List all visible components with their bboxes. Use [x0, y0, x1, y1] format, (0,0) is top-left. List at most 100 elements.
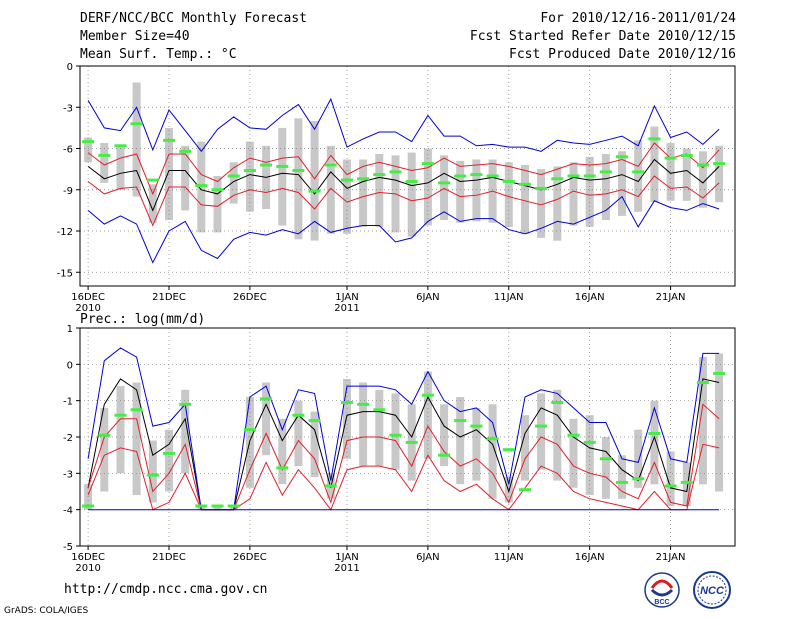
- ncc-logo-text: NCC: [700, 585, 725, 597]
- precipitation-box: [116, 386, 125, 474]
- member-size: Member Size=40: [80, 29, 190, 44]
- temperature-marker: [195, 184, 208, 188]
- temperature-box: [294, 118, 303, 240]
- temperature-marker: [680, 153, 693, 157]
- temperature-marker: [146, 178, 159, 182]
- precipitation-marker: [373, 408, 386, 412]
- precipitation-box: [553, 389, 562, 481]
- temperature-xtick-label: 11JAN: [494, 292, 524, 303]
- temperature-box: [407, 152, 416, 237]
- precipitation-box: [618, 455, 626, 499]
- precipitation-marker: [130, 408, 143, 412]
- precipitation-box: [666, 451, 675, 506]
- temperature-box: [537, 169, 546, 238]
- precipitation-marker: [276, 466, 289, 470]
- temperature-marker: [648, 137, 661, 141]
- precipitation-marker: [680, 480, 693, 484]
- precipitation-marker: [583, 440, 596, 444]
- precipitation-marker: [551, 401, 564, 404]
- precipitation-box: [391, 393, 400, 470]
- precipitation-ytick-label: -4: [63, 506, 73, 517]
- precipitation-marker: [486, 437, 499, 441]
- precipitation-box: [262, 382, 271, 456]
- temperature-box: [181, 145, 190, 211]
- precipitation-marker: [260, 397, 273, 401]
- precipitation-marker: [195, 504, 208, 508]
- precipitation-line-mean: [87, 378, 720, 511]
- precipitation-marker: [357, 402, 370, 406]
- temperature-box: [359, 159, 368, 227]
- precipitation-box: [698, 357, 707, 485]
- precipitation-marker: [599, 457, 612, 461]
- temperature-box: [666, 143, 675, 201]
- temperature-box: [650, 126, 659, 203]
- precipitation-marker: [438, 453, 451, 457]
- temperature-marker: [243, 169, 256, 172]
- temperature-xtick-label: 21JAN: [656, 292, 686, 303]
- temperature-marker: [502, 180, 515, 183]
- precipitation-box: [359, 382, 368, 467]
- temperature-ytick-label: -12: [57, 227, 73, 238]
- precipitation-box: [440, 404, 449, 467]
- temperature-marker: [599, 170, 612, 174]
- temperature-box: [326, 145, 335, 234]
- precipitation-xtick-label: 26DEC: [233, 552, 267, 563]
- temperature-line-plus_std: [87, 142, 720, 196]
- temperature-marker: [486, 174, 499, 178]
- temperature-marker: [163, 138, 175, 142]
- precipitation-box: [375, 389, 384, 467]
- precipitation-marker: [179, 402, 192, 406]
- precipitation-marker: [324, 484, 337, 488]
- temperature-box: [618, 151, 626, 216]
- precipitation-box: [132, 382, 141, 496]
- precipitation-xtick-label: 21DEC: [152, 552, 186, 563]
- temperature-ytick-label: -15: [57, 268, 73, 279]
- precipitation-box: [569, 418, 578, 488]
- precipitation-ytick-label: 0: [67, 360, 73, 371]
- temperature-marker: [260, 163, 273, 167]
- temperature-line-minus_std: [87, 175, 720, 227]
- temperature-marker: [583, 174, 596, 178]
- temperature-box: [100, 143, 109, 183]
- precipitation-marker: [405, 440, 418, 444]
- temperature-marker: [292, 169, 305, 172]
- temperature-box: [472, 159, 481, 222]
- temperature-marker: [179, 149, 192, 153]
- temperature-box: [132, 82, 141, 197]
- temperature-marker: [421, 162, 434, 166]
- precipitation-ytick-label: -5: [63, 542, 73, 553]
- temperature-box: [116, 144, 125, 190]
- precipitation-marker: [664, 484, 677, 488]
- temperature-marker: [632, 170, 645, 174]
- temperature-box: [456, 160, 465, 223]
- precipitation-xtick-label: 1JAN: [335, 552, 358, 563]
- temperature-marker: [567, 174, 580, 178]
- precipitation-box: [310, 411, 319, 477]
- precipitation-xtick-label: 6JAN: [416, 552, 439, 563]
- precipitation-box: [181, 389, 190, 474]
- chart-title: DERF/NCC/BCC Monthly Forecast: [80, 11, 307, 26]
- temperature-box: [440, 155, 449, 220]
- temperature-box: [521, 165, 529, 234]
- temperature-box: [310, 121, 319, 241]
- temperature-box: [278, 127, 287, 226]
- precipitation-marker: [389, 433, 402, 437]
- precipitation-marker: [341, 401, 353, 404]
- temperature-marker: [438, 181, 451, 185]
- precipitation-marker: [535, 424, 548, 428]
- temperature-marker: [551, 177, 564, 181]
- precipitation-marker: [227, 504, 240, 508]
- precipitation-box: [456, 397, 465, 485]
- precipitation-marker: [502, 448, 515, 452]
- temperature-box: [375, 154, 384, 227]
- precipitation-xtick-label: 11JAN: [494, 552, 524, 563]
- precipitation-box: [585, 415, 594, 496]
- temperature-xtick-label: 16DEC: [71, 292, 105, 303]
- temperature-ytick-label: 0: [67, 62, 73, 73]
- temperature-box: [84, 137, 93, 163]
- precipitation-marker: [421, 393, 434, 397]
- temperature-marker: [276, 164, 289, 168]
- precipitation-marker: [146, 473, 159, 477]
- temperature-box: [585, 156, 594, 227]
